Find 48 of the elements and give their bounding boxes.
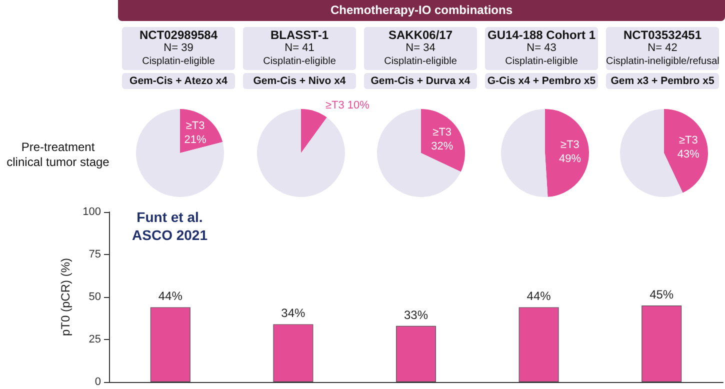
data-label: 43% — [677, 148, 700, 161]
y-tick-label: 0 — [94, 376, 101, 388]
text: N= 41 — [284, 42, 316, 55]
bar — [396, 326, 436, 382]
text: N= 42 — [646, 42, 678, 55]
text: G-Cis x4 + Pembro x5 — [485, 73, 598, 89]
annotation: Funt et al. ASCO 2021 — [132, 209, 208, 243]
data-label: 44% — [526, 289, 552, 304]
text: N= 39 — [162, 42, 194, 55]
data-label: 33% — [404, 308, 428, 322]
slice-label: ≥T3 10% — [325, 99, 370, 112]
text: NCT02989584 — [138, 28, 219, 42]
y-tick-label: 75 — [88, 248, 101, 260]
data-label: 49% — [558, 153, 582, 166]
text: Pre-treatment clinical tumor stage — [6, 140, 110, 170]
text: NCT03532451 — [622, 28, 703, 42]
text: Gem-Cis + Nivo x4 — [243, 73, 356, 89]
text: N= 43 — [526, 42, 558, 55]
text: Gem-Cis + Atezo x4 — [122, 73, 235, 89]
text: Gem x3 + Pembro x5 — [606, 73, 719, 89]
text: Cisplatin-ineligible/refusal — [606, 55, 720, 68]
bar — [518, 307, 559, 382]
slice-label: ≥T3 — [186, 120, 205, 132]
text: Cisplatin-eligible — [383, 55, 458, 68]
text: BLASST-1 — [269, 28, 330, 42]
bar — [150, 307, 190, 382]
text: SAKK06/17 — [387, 28, 454, 42]
slice-label: ≥T3 — [560, 139, 580, 152]
y-tick-label: 50 — [88, 291, 101, 303]
text: N= 34 — [404, 42, 436, 55]
text: GU14-188 Cohort 1 — [486, 28, 597, 42]
data-label: 45% — [650, 288, 674, 302]
slice-label: ≥T3 — [432, 126, 452, 139]
bar — [273, 324, 314, 382]
y-axis-title: pT0 (pCR) (%) — [58, 258, 73, 336]
y-tick-label: 25 — [88, 334, 101, 346]
text: Cisplatin-eligible — [504, 55, 579, 68]
data-label: 21% — [184, 134, 207, 146]
text: Gem-Cis + Durva x4 — [364, 73, 477, 89]
bar — [642, 306, 682, 382]
data-label: 44% — [158, 289, 183, 304]
slice-label: ≥T3 — [678, 134, 698, 147]
y-tick-label: 100 — [82, 206, 101, 218]
data-label: 32% — [431, 140, 454, 153]
data-label: 34% — [281, 306, 306, 320]
text: Chemotherapy-IO combinations — [118, 0, 725, 21]
text: Cisplatin-eligible — [262, 55, 337, 68]
text: Cisplatin-eligible — [141, 55, 216, 68]
